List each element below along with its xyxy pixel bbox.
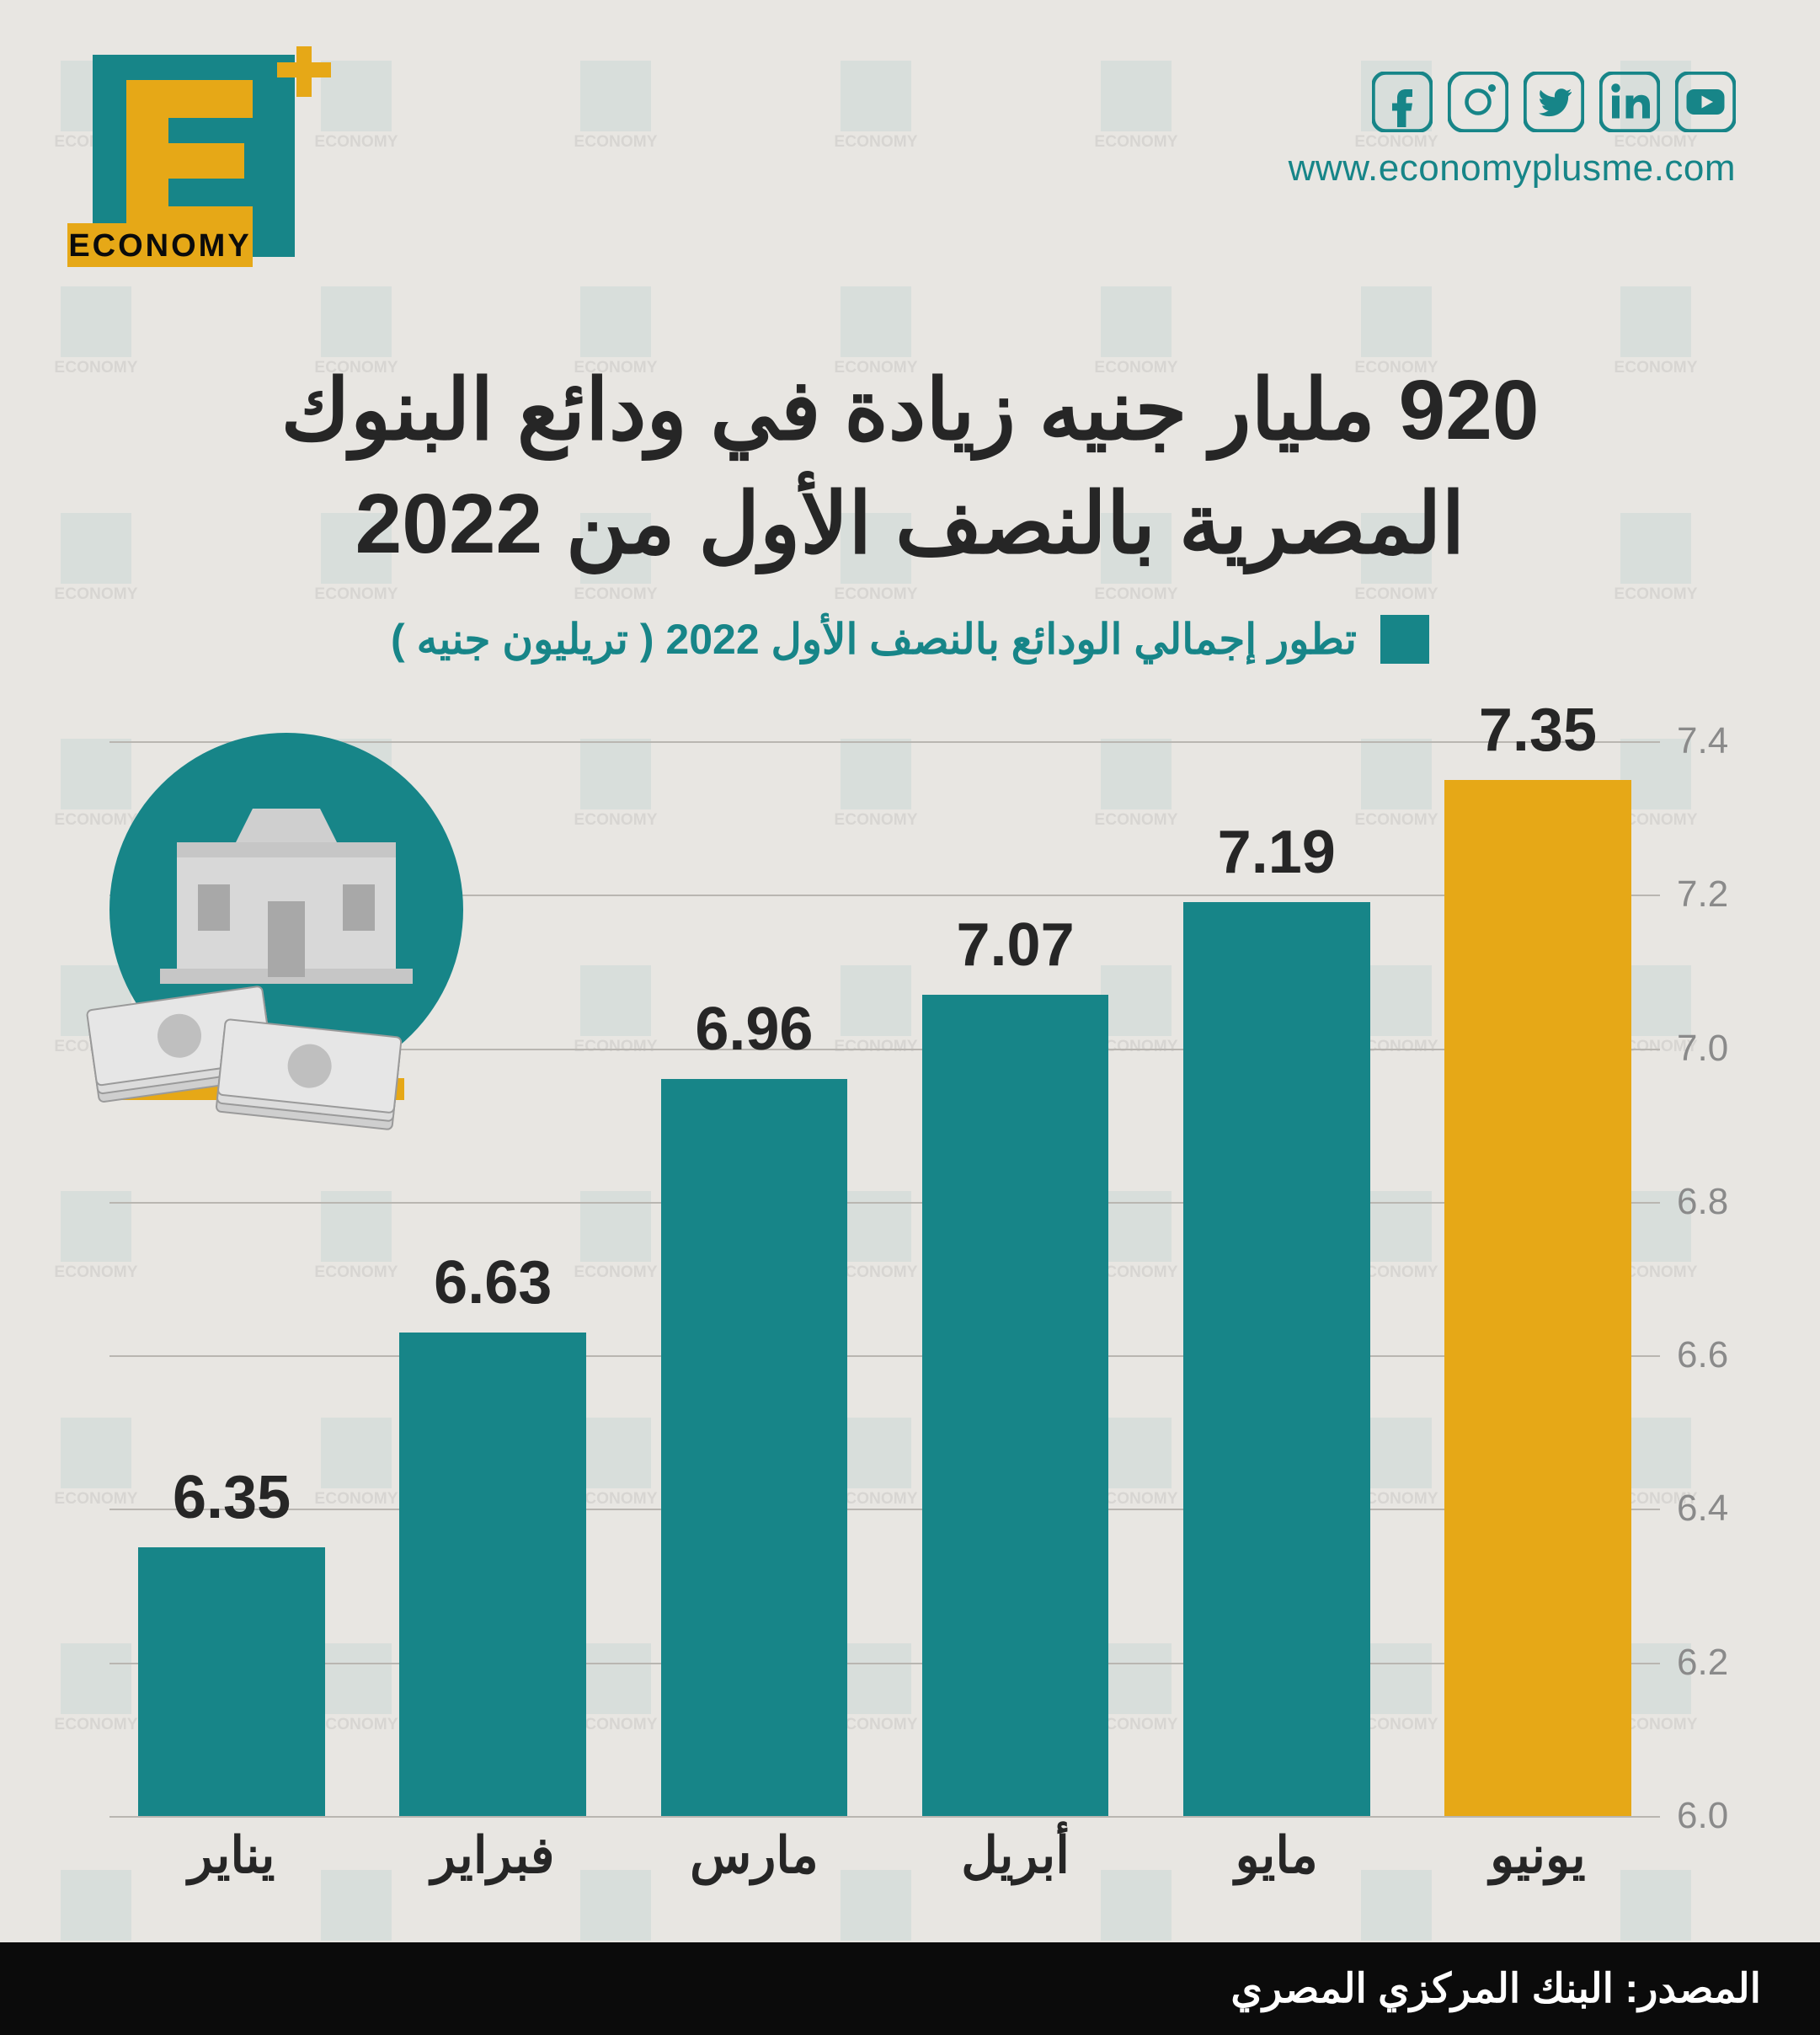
bar-4: 7.07 (901, 741, 1129, 1816)
bank-money-illustration (67, 716, 505, 1154)
linkedin-icon[interactable] (1599, 72, 1660, 132)
svg-text:ECONOMY: ECONOMY (1354, 585, 1438, 603)
x-label: يونيو (1424, 1826, 1652, 1885)
svg-text:ECONOMY: ECONOMY (1094, 585, 1177, 603)
svg-text:ECONOMY: ECONOMY (54, 585, 137, 603)
bar-value-label: 7.19 (1218, 818, 1336, 887)
bar: 6.35 (138, 1547, 325, 1816)
y-tick-label: 7.0 (1677, 1028, 1769, 1070)
footer-source: المصدر: البنك المركزي المصري (0, 1942, 1820, 2035)
x-axis-labels: يناير فبراير مارس أبريل مايو يونيو (109, 1826, 1660, 1885)
header: www.economyplusme.com ECONOMY (0, 46, 1820, 291)
y-tick-label: 6.2 (1677, 1642, 1769, 1684)
bar-value-label: 6.96 (695, 995, 813, 1064)
youtube-icon[interactable] (1675, 72, 1736, 132)
x-label: فبراير (379, 1826, 606, 1885)
bar-value-label: 6.63 (434, 1248, 552, 1317)
legend-swatch (1380, 615, 1429, 664)
instagram-icon[interactable] (1448, 72, 1508, 132)
bar-value-label: 6.35 (173, 1463, 291, 1532)
social-icons (1289, 72, 1736, 132)
bar: 7.19 (1183, 902, 1370, 1816)
svg-text:ECONOMY: ECONOMY (68, 228, 251, 264)
y-tick-label: 7.4 (1677, 720, 1769, 762)
y-tick-label: 6.4 (1677, 1488, 1769, 1530)
x-label: يناير (118, 1826, 345, 1885)
title-line-1: 920 مليار جنيه زيادة في ودائع البنوك (281, 363, 1540, 457)
social-block: www.economyplusme.com (1289, 72, 1736, 190)
y-tick-label: 6.6 (1677, 1334, 1769, 1376)
bar-6: 7.35 (1424, 741, 1652, 1816)
title-line-2: المصرية بالنصف الأول من 2022 (355, 477, 1465, 571)
subtitle: تطور إجمالي الودائع بالنصف الأول 2022 ( … (391, 615, 1357, 664)
source-text: المصدر: البنك المركزي المصري (1230, 1965, 1761, 2012)
bar: 7.35 (1444, 780, 1631, 1816)
website-url[interactable]: www.economyplusme.com (1289, 147, 1736, 190)
bar: 6.96 (661, 1079, 848, 1816)
svg-text:ECONOMY: ECONOMY (574, 585, 658, 603)
bar: 7.07 (922, 995, 1109, 1816)
bar-value-label: 7.35 (1479, 696, 1597, 765)
x-label: أبريل (901, 1826, 1129, 1885)
twitter-icon[interactable] (1524, 72, 1584, 132)
y-tick-label: 6.0 (1677, 1795, 1769, 1837)
svg-text:ECONOMY: ECONOMY (314, 585, 398, 603)
y-tick-label: 7.2 (1677, 873, 1769, 916)
bar-3: 6.96 (640, 741, 867, 1816)
grid-line (109, 1816, 1660, 1818)
subtitle-row: تطور إجمالي الودائع بالنصف الأول 2022 ( … (0, 615, 1820, 664)
x-label: مارس (640, 1826, 867, 1885)
brand-logo: ECONOMY (67, 46, 354, 291)
y-tick-label: 6.8 (1677, 1181, 1769, 1223)
svg-text:ECONOMY: ECONOMY (1615, 585, 1698, 603)
svg-text:ECONOMY: ECONOMY (835, 585, 918, 603)
bar-5: 7.19 (1163, 741, 1390, 1816)
x-label: مايو (1163, 1826, 1390, 1885)
facebook-icon[interactable] (1372, 72, 1433, 132)
bar: 6.63 (399, 1333, 586, 1816)
bar-value-label: 7.07 (957, 911, 1075, 980)
page-title: 920 مليار جنيه زيادة في ودائع البنوك الم… (0, 354, 1820, 581)
